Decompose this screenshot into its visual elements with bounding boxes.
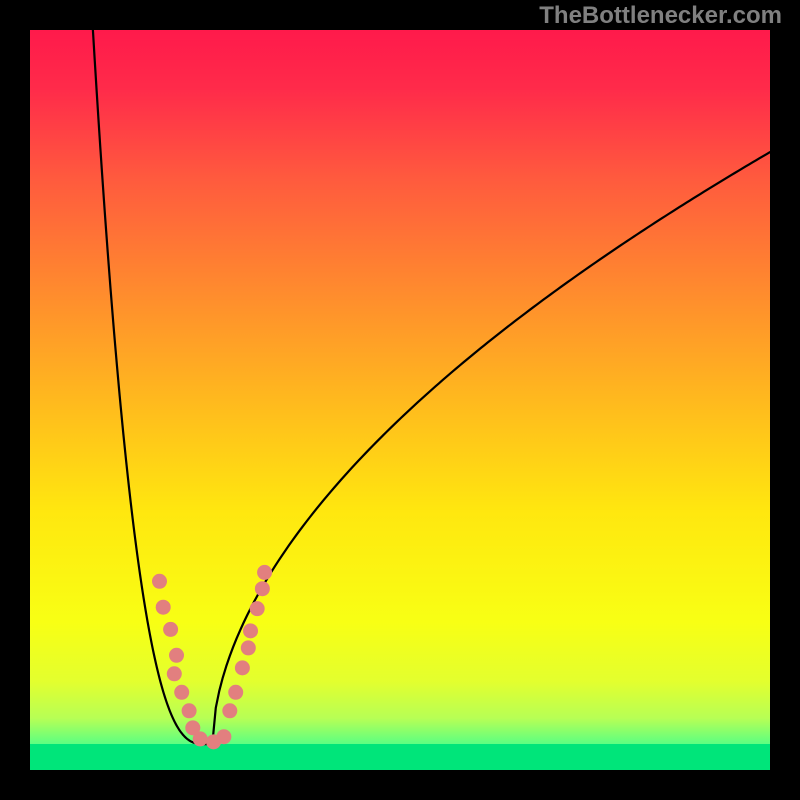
plot-area (30, 30, 770, 770)
marker-dot (255, 581, 270, 596)
marker-dot (250, 601, 265, 616)
marker-dot (182, 703, 197, 718)
watermark-text: TheBottlenecker.com (539, 2, 782, 30)
marker-dot (216, 729, 231, 744)
marker-dot (163, 622, 178, 637)
curve-layer (30, 30, 770, 770)
marker-dot (156, 600, 171, 615)
marker-dot (152, 574, 167, 589)
marker-group (152, 565, 272, 749)
marker-dot (174, 685, 189, 700)
marker-dot (243, 623, 258, 638)
marker-dot (222, 703, 237, 718)
v-curve (93, 30, 770, 744)
marker-dot (193, 731, 208, 746)
marker-dot (167, 666, 182, 681)
marker-dot (228, 685, 243, 700)
marker-dot (241, 640, 256, 655)
marker-dot (257, 565, 272, 580)
marker-dot (169, 648, 184, 663)
marker-dot (235, 660, 250, 675)
